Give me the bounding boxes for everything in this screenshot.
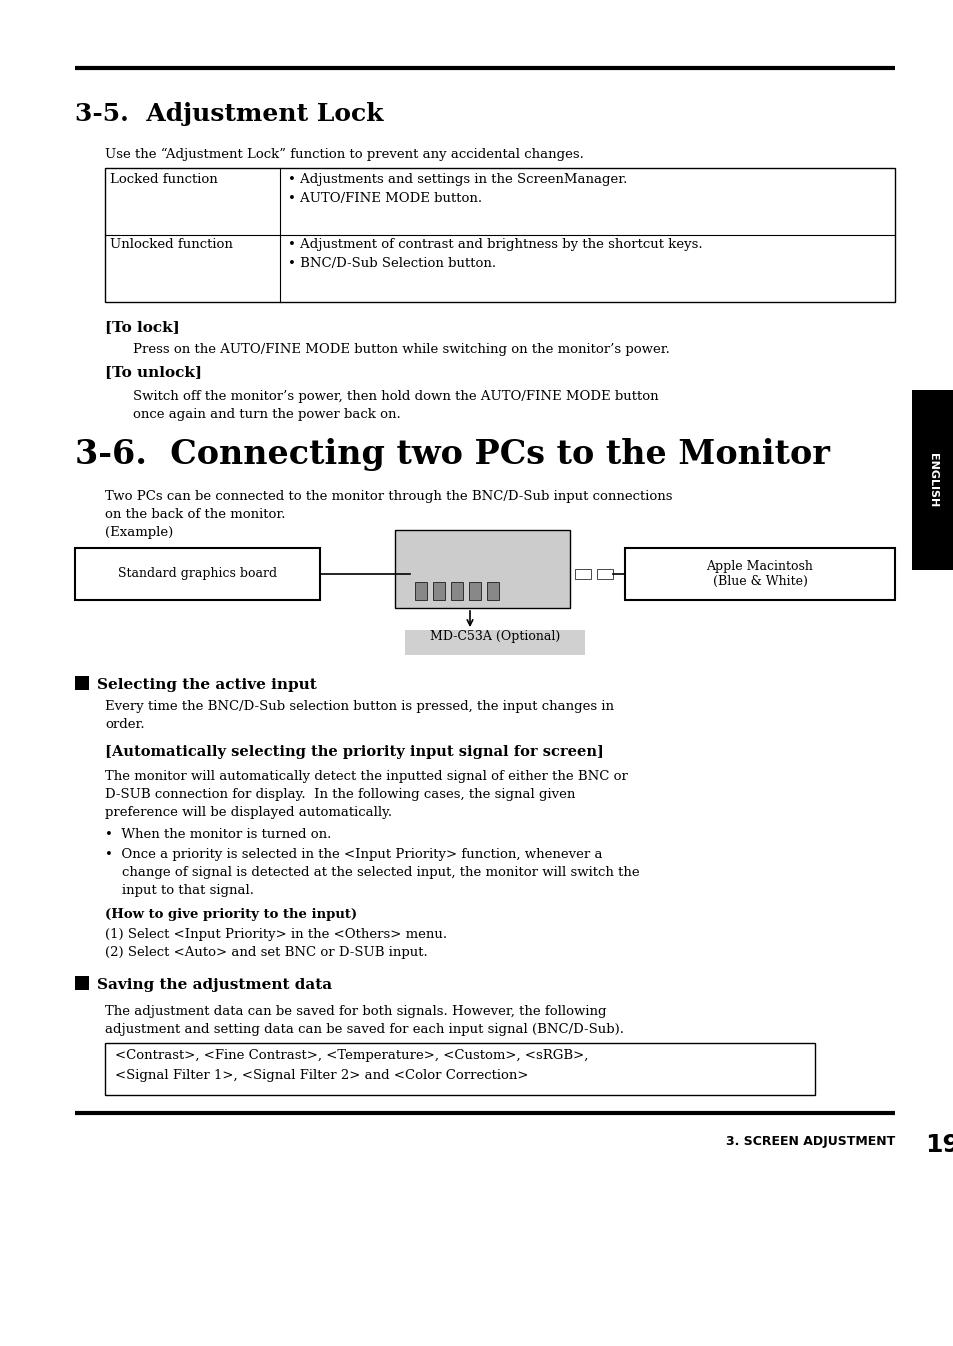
Bar [469, 581, 480, 600]
Text: Unlocked function: Unlocked function [110, 238, 233, 250]
Text: •  When the monitor is turned on.: • When the monitor is turned on. [105, 828, 331, 841]
Text: • BNC/D-Sub Selection button.: • BNC/D-Sub Selection button. [288, 257, 496, 271]
Text: input to that signal.: input to that signal. [105, 884, 253, 896]
Bar [75, 976, 89, 991]
Text: The adjustment data can be saved for both signals. However, the following: The adjustment data can be saved for bot… [105, 1005, 606, 1018]
Bar [486, 581, 498, 600]
Text: [Automatically selecting the priority input signal for screen]: [Automatically selecting the priority in… [105, 744, 603, 759]
Bar [451, 581, 462, 600]
Text: order.: order. [105, 717, 145, 731]
Bar [395, 530, 569, 608]
Text: 19: 19 [924, 1133, 953, 1158]
Text: (1) Select <Input Priority> in the <Others> menu.: (1) Select <Input Priority> in the <Othe… [105, 927, 447, 941]
Text: • AUTO/FINE MODE button.: • AUTO/FINE MODE button. [288, 192, 481, 205]
Text: preference will be displayed automatically.: preference will be displayed automatical… [105, 806, 392, 818]
Bar [105, 1043, 814, 1096]
Bar [911, 390, 953, 569]
Text: Locked function: Locked function [110, 174, 217, 186]
Text: Selecting the active input: Selecting the active input [97, 678, 316, 692]
Bar [405, 630, 584, 656]
Text: Press on the AUTO/FINE MODE button while switching on the monitor’s power.: Press on the AUTO/FINE MODE button while… [132, 343, 669, 355]
Text: [To unlock]: [To unlock] [105, 365, 202, 380]
Text: • Adjustment of contrast and brightness by the shortcut keys.: • Adjustment of contrast and brightness … [288, 238, 702, 250]
Text: (Example): (Example) [105, 526, 173, 538]
Bar [597, 569, 613, 579]
Text: Saving the adjustment data: Saving the adjustment data [97, 979, 332, 992]
Bar [433, 581, 444, 600]
Bar [575, 569, 590, 579]
Text: <Signal Filter 1>, <Signal Filter 2> and <Color Correction>: <Signal Filter 1>, <Signal Filter 2> and… [115, 1069, 528, 1082]
Text: Switch off the monitor’s power, then hold down the AUTO/FINE MODE button: Switch off the monitor’s power, then hol… [132, 390, 658, 402]
Text: MD-C53A (Optional): MD-C53A (Optional) [430, 630, 559, 643]
Text: adjustment and setting data can be saved for each input signal (BNC/D-Sub).: adjustment and setting data can be saved… [105, 1023, 623, 1036]
Text: change of signal is detected at the selected input, the monitor will switch the: change of signal is detected at the sele… [105, 865, 639, 879]
Text: •  Once a priority is selected in the <Input Priority> function, whenever a: • Once a priority is selected in the <In… [105, 848, 602, 861]
Text: <Contrast>, <Fine Contrast>, <Temperature>, <Custom>, <sRGB>,: <Contrast>, <Fine Contrast>, <Temperatur… [115, 1049, 588, 1062]
Bar [75, 676, 89, 690]
Text: (How to give priority to the input): (How to give priority to the input) [105, 909, 356, 921]
Text: Two PCs can be connected to the monitor through the BNC/D-Sub input connections: Two PCs can be connected to the monitor … [105, 490, 672, 503]
Text: (2) Select <Auto> and set BNC or D-SUB input.: (2) Select <Auto> and set BNC or D-SUB i… [105, 946, 427, 958]
Text: The monitor will automatically detect the inputted signal of either the BNC or: The monitor will automatically detect th… [105, 770, 627, 783]
Text: 3-5.  Adjustment Lock: 3-5. Adjustment Lock [75, 102, 383, 127]
Text: Apple Macintosh
(Blue & White): Apple Macintosh (Blue & White) [706, 560, 813, 588]
Bar [624, 548, 894, 600]
Text: [To lock]: [To lock] [105, 320, 179, 334]
Text: 3-6.  Connecting two PCs to the Monitor: 3-6. Connecting two PCs to the Monitor [75, 437, 829, 471]
Text: 3. SCREEN ADJUSTMENT: 3. SCREEN ADJUSTMENT [725, 1135, 894, 1148]
Bar [415, 581, 427, 600]
Text: once again and turn the power back on.: once again and turn the power back on. [132, 408, 400, 421]
Bar [75, 548, 319, 600]
Text: Use the “Adjustment Lock” function to prevent any accidental changes.: Use the “Adjustment Lock” function to pr… [105, 148, 583, 162]
Text: Every time the BNC/D-Sub selection button is pressed, the input changes in: Every time the BNC/D-Sub selection butto… [105, 700, 614, 713]
Text: Standard graphics board: Standard graphics board [118, 568, 276, 580]
Bar [105, 168, 894, 302]
Text: ENGLISH: ENGLISH [927, 452, 937, 507]
Text: on the back of the monitor.: on the back of the monitor. [105, 507, 285, 521]
Text: • Adjustments and settings in the ScreenManager.: • Adjustments and settings in the Screen… [288, 174, 627, 186]
Text: D-SUB connection for display.  In the following cases, the signal given: D-SUB connection for display. In the fol… [105, 787, 575, 801]
